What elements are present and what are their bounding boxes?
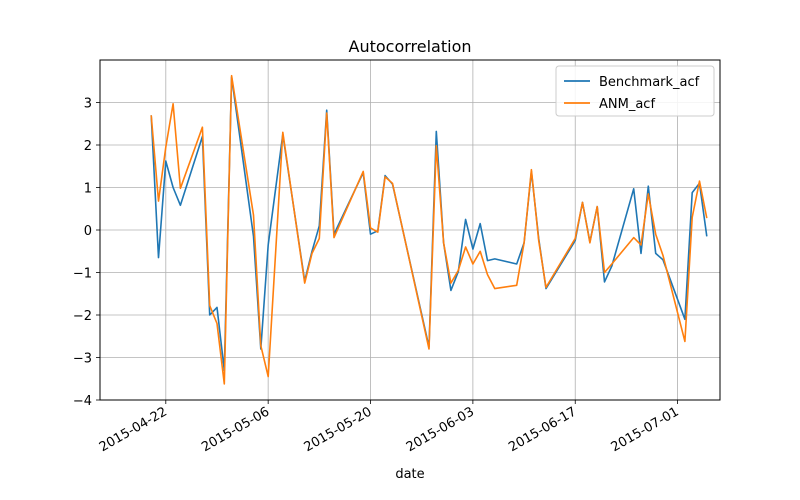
y-tick-label: −3 bbox=[73, 352, 92, 367]
legend: Benchmark_acf ANM_acf bbox=[555, 65, 715, 117]
y-tick-label: −1 bbox=[73, 267, 92, 282]
series-line-anm-acf bbox=[150, 74, 708, 385]
y-tick-label: −4 bbox=[73, 394, 92, 409]
y-tick-label: 3 bbox=[84, 97, 92, 112]
y-tick-label: 1 bbox=[84, 182, 92, 197]
legend-label: Benchmark_acf bbox=[599, 75, 700, 90]
legend-box bbox=[555, 65, 715, 117]
legend-label: ANM_acf bbox=[599, 97, 655, 112]
y-tick-label: 0 bbox=[84, 224, 92, 239]
y-tick-label: 2 bbox=[84, 139, 92, 154]
y-tick-label: −2 bbox=[73, 309, 92, 324]
chart-title: Autocorrelation bbox=[349, 37, 472, 56]
series-layer bbox=[150, 74, 708, 385]
y-axis: −4 −3 −2 −1 0 1 2 3 bbox=[73, 97, 100, 409]
x-axis-label: date bbox=[395, 467, 424, 482]
